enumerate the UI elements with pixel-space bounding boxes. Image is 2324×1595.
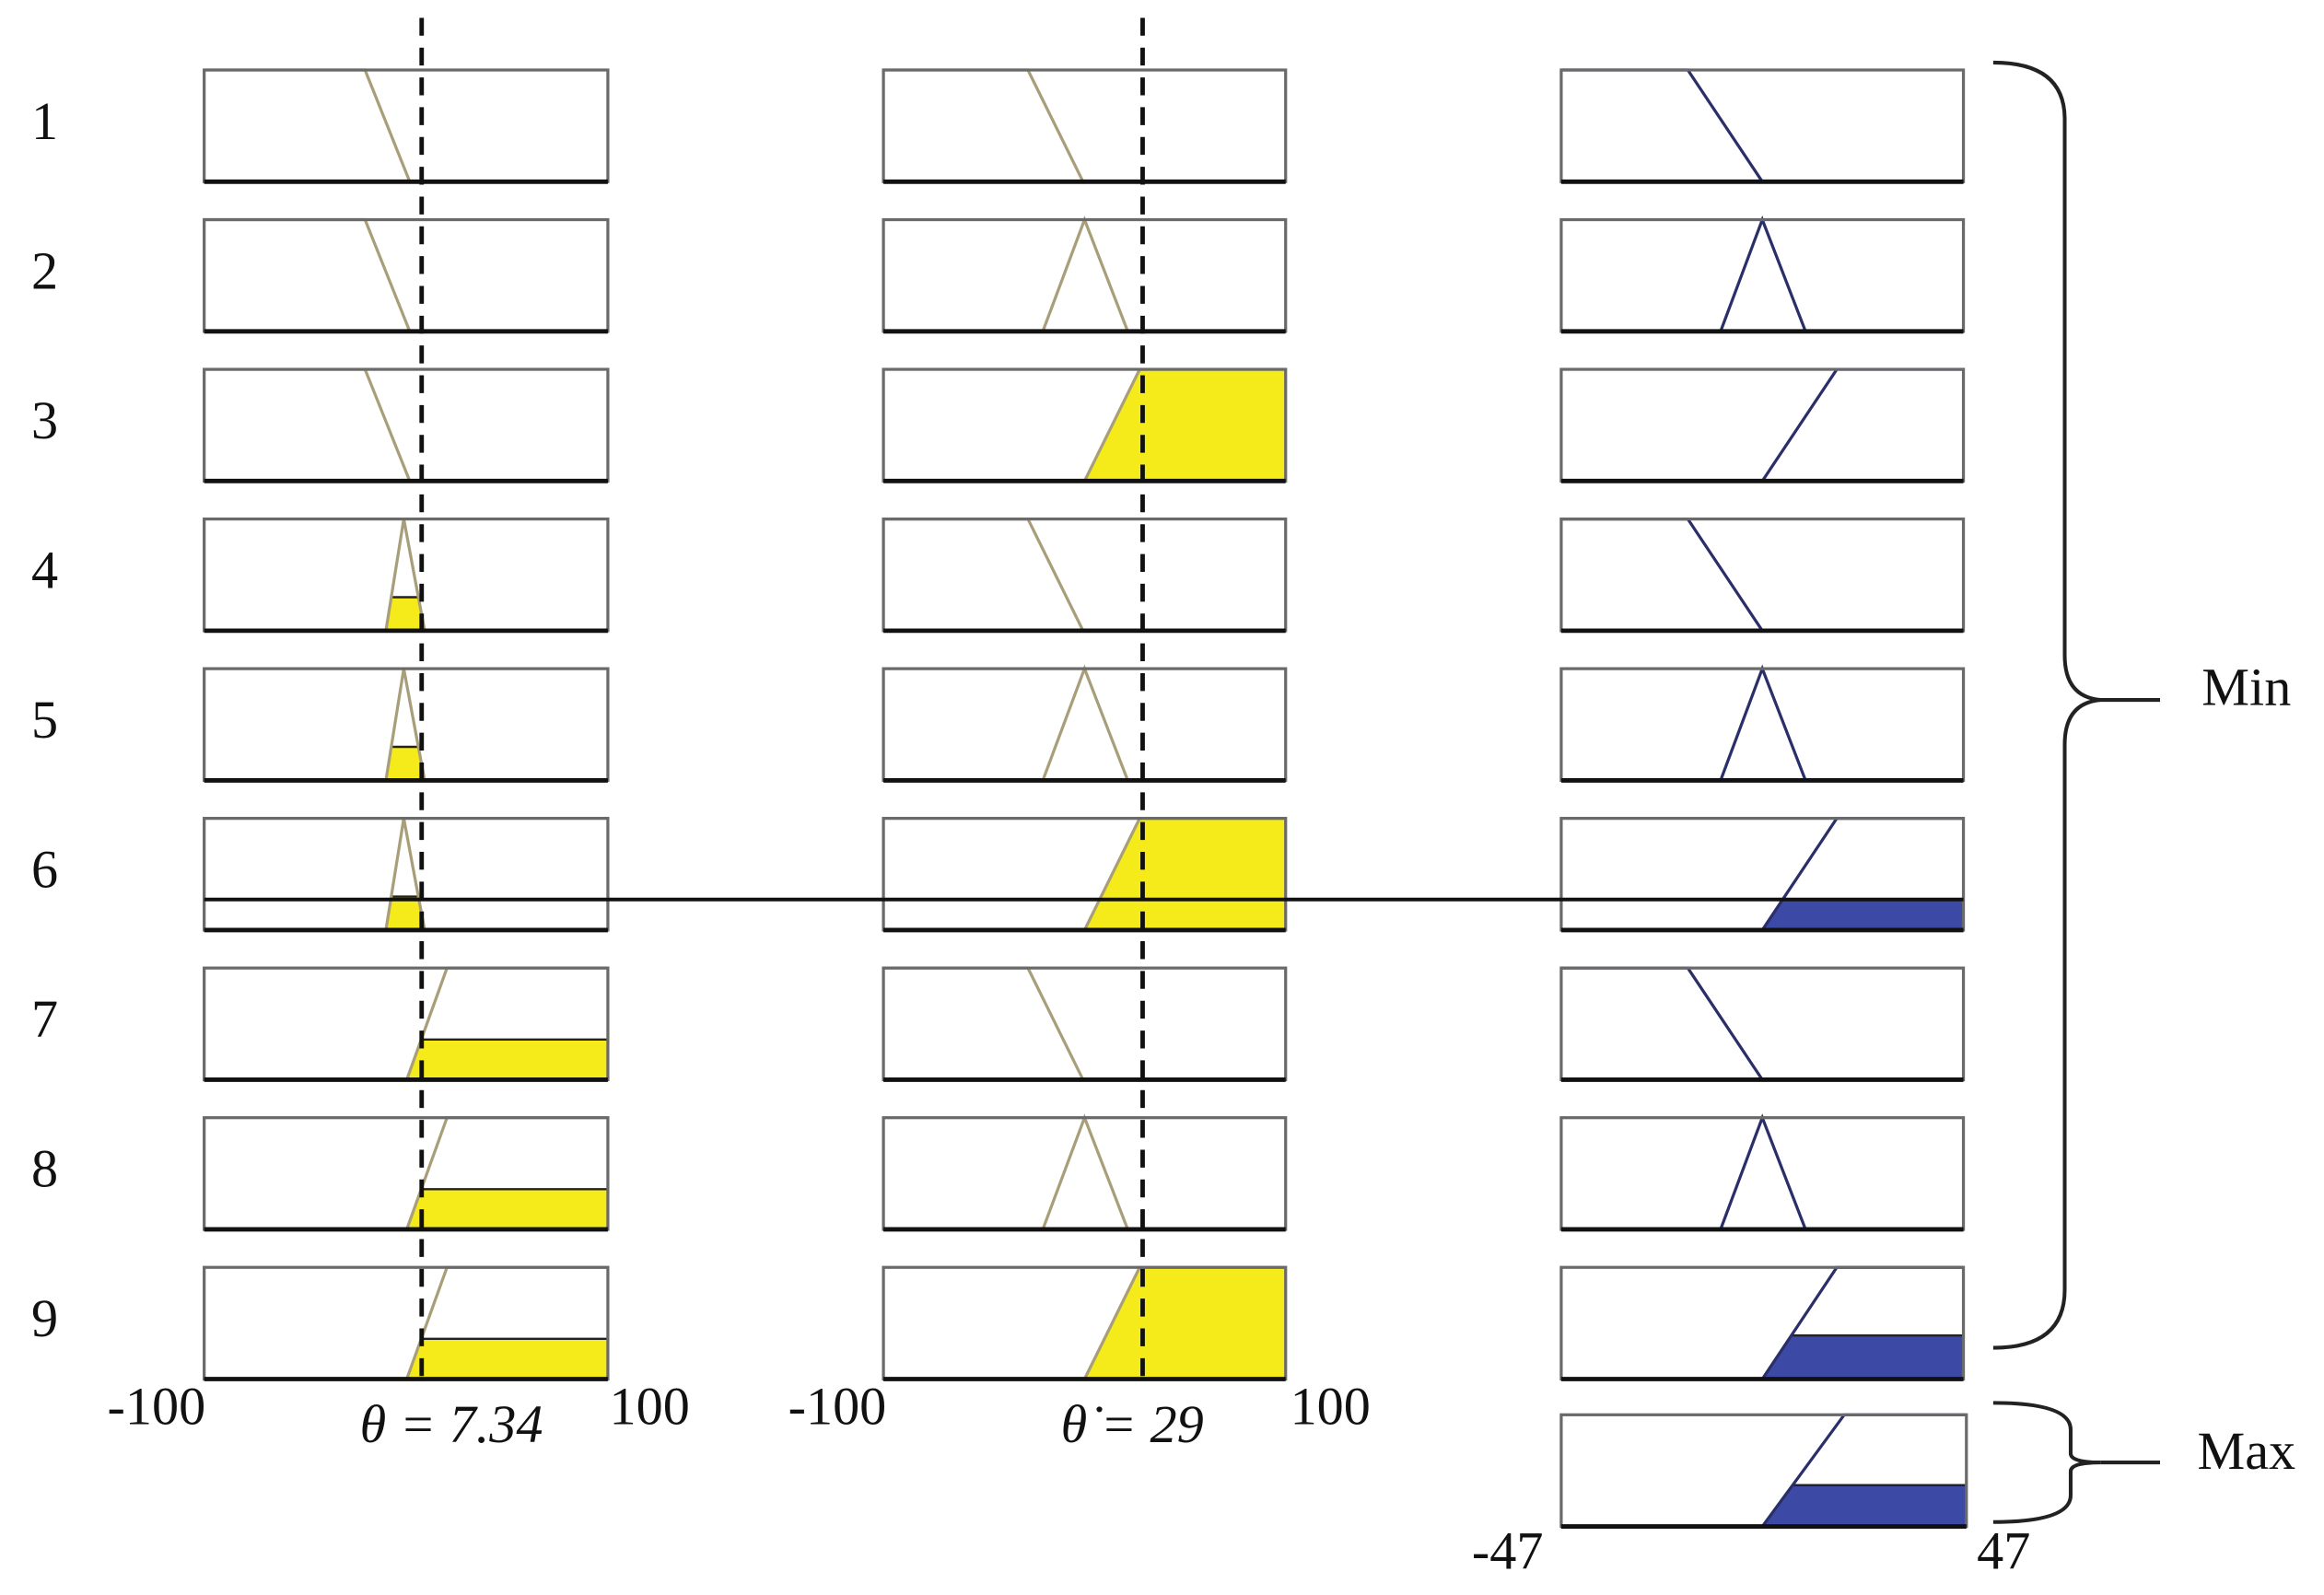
- membership-function: [1041, 664, 1129, 781]
- rule-number: 4: [31, 540, 58, 600]
- membership-function: [883, 517, 1085, 632]
- panel: [203, 217, 610, 333]
- axis-max-label: 100: [1290, 1376, 1371, 1436]
- membership-function: [1719, 215, 1807, 332]
- panel: [882, 217, 1288, 333]
- max-label: Max: [2197, 1421, 2295, 1481]
- fired-area: [1759, 1333, 1965, 1380]
- fired-area: [1759, 898, 1965, 932]
- min-label: Min: [2201, 657, 2291, 716]
- axis-min-label: -100: [108, 1376, 206, 1436]
- membership-function: [1719, 664, 1807, 781]
- rule-number: 8: [31, 1139, 58, 1199]
- fired-area: [1759, 1484, 1968, 1528]
- rule-number: 9: [31, 1288, 58, 1348]
- axis-max-label: 47: [1977, 1520, 2030, 1580]
- panel: [1559, 517, 1966, 633]
- panel: [882, 966, 1288, 1082]
- membership-function: [1560, 517, 1764, 632]
- panel: [1559, 966, 1966, 1082]
- input-value-label: θ = 7.34: [360, 1394, 543, 1454]
- membership-function: [1719, 1113, 1807, 1230]
- panel: [203, 68, 610, 183]
- membership-function: [883, 68, 1085, 183]
- panel: [882, 1116, 1288, 1231]
- fired-area: [404, 1038, 610, 1081]
- membership-function: [204, 217, 412, 332]
- fired-area: [404, 1188, 610, 1231]
- panel: [203, 367, 610, 483]
- rule-number: 5: [31, 690, 58, 750]
- axis-max-label: 100: [610, 1376, 690, 1436]
- fired-area: [1082, 367, 1287, 483]
- membership-function: [883, 966, 1085, 1081]
- panel: [882, 68, 1288, 183]
- membership-function: [1041, 1113, 1129, 1230]
- panel: [1559, 367, 1966, 483]
- panel: [1559, 68, 1966, 183]
- panel: [882, 667, 1288, 783]
- rule-number: 6: [31, 839, 58, 899]
- membership-function: [204, 68, 412, 182]
- panel: [1559, 1116, 1966, 1231]
- panel: [882, 517, 1288, 633]
- fired-area: [1082, 1266, 1287, 1380]
- rule-number: 3: [31, 390, 58, 450]
- membership-function: [1041, 215, 1129, 332]
- input-value-label: θ̇ = 29: [1061, 1394, 1204, 1454]
- axis-min-label: -47: [1472, 1520, 1544, 1580]
- rule-number: 7: [31, 989, 58, 1049]
- fired-area: [1082, 817, 1287, 932]
- panel: [1559, 217, 1966, 333]
- membership-function: [1560, 68, 1764, 183]
- min-brace: [1992, 60, 2101, 1350]
- max-brace: [1992, 1401, 2101, 1524]
- panel: [1559, 667, 1966, 783]
- fired-area: [404, 1337, 610, 1380]
- rule-number: 2: [31, 240, 58, 300]
- membership-function: [1760, 367, 1964, 483]
- rule-number: 1: [31, 91, 58, 151]
- membership-function: [1560, 966, 1764, 1081]
- axis-min-label: -100: [788, 1376, 887, 1436]
- membership-function: [204, 367, 412, 482]
